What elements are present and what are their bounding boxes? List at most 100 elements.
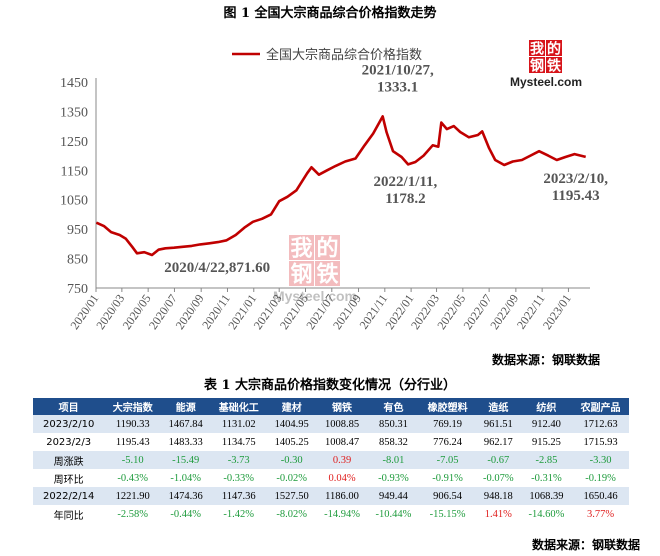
header-4: 建材 [267,398,317,415]
header-7: 橡胶塑料 [419,398,476,415]
table-cell: 962.17 [483,436,513,448]
table-cell: -14.60% [528,508,565,520]
table-cell: -2.58% [117,508,149,520]
header-10: 农副产品 [572,398,629,415]
table-header-row: 项目 大宗指数 能源 基础化工 建材 钢铁 有色 橡胶塑料 造纸 纺织 农副产品 [33,398,629,415]
table-row: 周涨跌 -5.10 -15.49 -3.73 -0.30 0.39 -8.01 -7.05 -0… [33,451,629,469]
annotation-label: 1178.2 [385,191,425,207]
chart-source: 数据来源：钢联数据 [492,352,600,367]
logo-tile [529,57,545,73]
logo-char: 我 [530,41,544,57]
logo-char: 钢 [290,261,312,287]
header-6: 有色 [367,398,420,415]
table-row: 2022/2/14 1221.90 1474.36 1147.36 1527.50 118… [33,487,629,505]
mysteel-watermark: 我的钢 铁Mysteel.com [273,235,357,304]
annotation-label: 2023/2/10, [543,171,608,187]
y-tick-label: 750 [67,282,88,297]
table-cell: 0.39 [316,451,368,469]
table-cell: 948.18 [476,487,521,505]
y-tick-label: 1050 [60,194,88,209]
table-cell: 850.31 [367,415,420,433]
table-cell: -3.30 [572,451,629,469]
row-label: 周环比 [53,474,84,486]
table-cell: -0.91% [432,472,463,484]
header-item: 项目 [33,398,105,415]
table-cell: 1.41% [484,508,512,520]
annotation-label: 1333.1 [377,79,418,95]
chart-title: 图 1 全国大宗商品综合价格指数走势 [223,5,436,21]
table-cell: 1068.39 [520,487,573,505]
table-cell: 961.51 [476,415,521,433]
table-cell: 1186.00 [316,487,368,505]
table-cell: 915.25 [531,436,561,448]
table-cell: -0.19% [585,472,616,484]
header-9: 纺织 [520,398,573,415]
mysteel-logo: 我的钢 铁Mysteel.com [510,40,582,89]
annotation-label: 2021/10/27, [362,62,434,78]
table-row: 周环比 -0.43% -1.04% -0.33% -0.02% 0.04% -0.93% -0… [33,469,629,487]
row-label: 2023/2/3 [46,436,92,448]
logo-char: 铁 [547,57,561,74]
table-cell: 906.54 [419,487,476,505]
logo-brand: Mysteel.com [273,288,357,304]
series-line [95,115,587,257]
row-label: 2022/2/14 [33,487,105,505]
logo-tile [289,235,314,260]
table-cell: 1404.95 [267,415,317,433]
table-cell: -0.30 [267,451,317,469]
header-3: 基础化工 [210,398,268,415]
table-row: 年同比 -2.58% -0.44% -1.42% -8.02% -14.94% -10.44… [33,505,629,523]
table-cell: -8.02% [276,508,308,520]
table-cell: -10.44% [375,508,412,520]
annotation-label: 2020/4/22,871.60 [164,260,270,276]
y-tick-label: 850 [67,253,88,268]
table-cell: -3.73 [210,451,268,469]
logo-tile [315,261,340,286]
table-cell: 0.04% [328,472,356,484]
logo-char: 的 [547,40,561,57]
table-cell: 1190.33 [104,415,162,433]
table-cell: 1712.63 [572,415,629,433]
table-cell: 1527.50 [267,487,317,505]
y-tick-label: 950 [67,223,88,238]
header-5: 钢铁 [316,398,368,415]
table-cell: -1.04% [170,472,202,484]
table-cell: -0.67 [476,451,521,469]
table-cell: 776.24 [433,436,463,448]
table-cell: 1467.84 [161,415,211,433]
row-label: 年同比 [53,510,84,522]
page-source: 数据来源：钢联数据 [531,538,640,552]
table-cell: -8.01 [367,451,420,469]
y-tick-label: 1450 [60,76,88,91]
table-cell: 769.19 [419,415,476,433]
table-cell: 858.32 [379,436,408,448]
table-cell: 1195.43 [115,436,150,448]
table-cell: -0.07% [483,472,514,484]
legend-label: 全国大宗商品综合价格指数 [266,47,422,63]
table-cell: 912.40 [520,415,573,433]
table-cell: -15.49 [161,451,211,469]
table-cell: 1650.46 [572,487,629,505]
table-cell: -2.85 [520,451,573,469]
table-row: 2023/2/3 1195.43 1483.33 1134.75 1405.25 1008… [33,433,629,451]
header-2: 能源 [161,398,211,415]
table-cell: 1008.47 [324,436,360,448]
table-cell: -1.42% [223,508,255,520]
table-cell: -0.31% [531,472,562,484]
header-1: 大宗指数 [104,398,162,415]
industry-index-table: 项目 大宗指数 能源 基础化工 建材 钢铁 有色 橡胶塑料 造纸 纺织 农副产品 2023/2/10… [33,398,629,523]
table-title: 表 1 大宗商品价格指数变化情况（分行业） [203,378,457,393]
table-cell: 1474.36 [161,487,211,505]
x-axis: 2020/012020/032020/052020/072020/092020/… [67,287,590,332]
legend: 全国大宗商品综合价格指数 [232,47,422,63]
header-8: 造纸 [476,398,521,415]
logo-tile [315,235,340,260]
table-cell: 1131.02 [210,415,268,433]
row-label: 2023/2/10 [33,415,105,433]
table-cell: 1147.36 [210,487,268,505]
table-body: 2023/2/10 1190.33 1467.84 1131.02 1404.95 100… [33,415,629,523]
logo-char: 的 [316,235,338,261]
table-cell: 1134.75 [221,436,256,448]
x-tick-label: 2023/01 [540,292,574,332]
table-cell: -7.05 [419,451,476,469]
